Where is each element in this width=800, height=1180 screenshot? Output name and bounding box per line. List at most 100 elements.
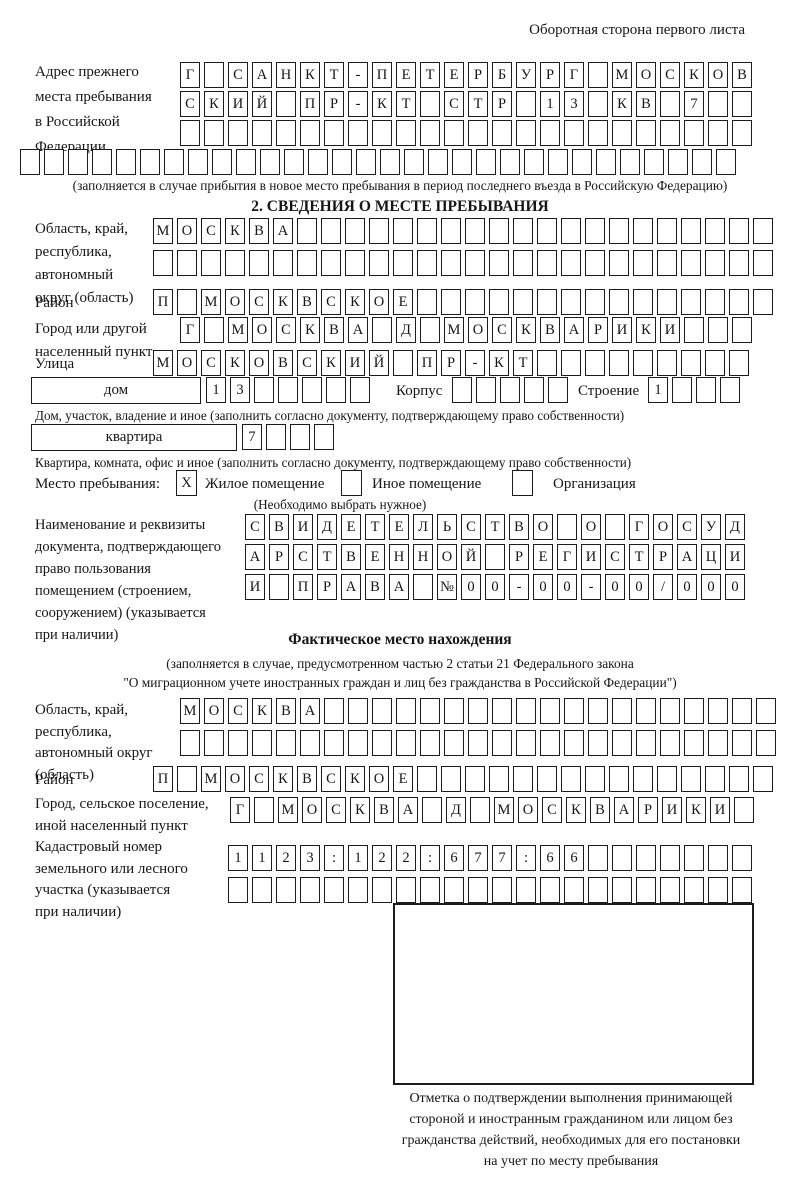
actual-oblast-label-line: автономный округ (35, 745, 153, 761)
char-cell: А (398, 797, 418, 823)
char-cell: 2 (396, 845, 416, 871)
char-cell (705, 766, 725, 792)
char-cell: О (518, 797, 538, 823)
char-cell (417, 250, 437, 276)
char-cell: Д (317, 514, 337, 540)
char-cell (644, 149, 664, 175)
char-cell (605, 514, 625, 540)
char-cell (380, 149, 400, 175)
char-cell: Р (638, 797, 658, 823)
char-cell (300, 120, 320, 146)
char-cell (684, 317, 704, 343)
char-cell: М (444, 317, 464, 343)
char-cell: П (372, 62, 392, 88)
char-cell: О (252, 317, 272, 343)
char-cell (417, 289, 437, 315)
oblast-label-line: республика, (35, 244, 112, 260)
char-cell (324, 120, 344, 146)
char-cell: Б (492, 62, 512, 88)
char-cell: С (180, 91, 200, 117)
char-cell: 1 (228, 845, 248, 871)
char-cell (332, 149, 352, 175)
char-cell: Ц (701, 544, 721, 570)
char-cell: А (564, 317, 584, 343)
char-cell: Р (540, 62, 560, 88)
char-cell: Г (230, 797, 250, 823)
char-cell: К (636, 317, 656, 343)
checkbox-organizatsiya (512, 470, 533, 496)
char-cell: С (321, 766, 341, 792)
char-cell (657, 350, 677, 376)
char-cell (369, 250, 389, 276)
char-cell (441, 250, 461, 276)
char-cell: 7 (468, 845, 488, 871)
cadastre-label-line: земельного или лесного (35, 860, 188, 877)
char-cell (588, 877, 608, 903)
char-cell: И (293, 514, 313, 540)
actual-oblast-label-line: (область) (35, 766, 94, 783)
char-cell: С (228, 698, 248, 724)
char-cell (692, 149, 712, 175)
char-cell (290, 424, 310, 450)
char-cell (729, 350, 749, 376)
stay-type-label: Место пребывания: (35, 476, 160, 492)
char-cell: С (677, 514, 697, 540)
prev-address-row-4 (20, 149, 736, 175)
char-cell (177, 289, 197, 315)
char-cell (444, 698, 464, 724)
char-cell (204, 120, 224, 146)
char-cell: : (324, 845, 344, 871)
char-cell (561, 289, 581, 315)
char-cell (468, 120, 488, 146)
char-cell (324, 698, 344, 724)
prev-address-note: (заполняется в случае прибытия в новое м… (72, 178, 728, 193)
char-cell (417, 766, 437, 792)
char-cell: Г (629, 514, 649, 540)
char-cell (660, 845, 680, 871)
char-cell (708, 730, 728, 756)
char-cell: Р (468, 62, 488, 88)
char-cell (345, 218, 365, 244)
char-cell: К (273, 289, 293, 315)
char-cell (284, 149, 304, 175)
checkbox-inoe-pomeshchenie (341, 470, 362, 496)
char-cell (188, 149, 208, 175)
char-cell (228, 877, 248, 903)
char-cell: М (180, 698, 200, 724)
char-cell: : (516, 845, 536, 871)
stroenie-label: Строение (578, 383, 640, 399)
char-cell (681, 218, 701, 244)
char-cell (269, 574, 289, 600)
char-cell (681, 766, 701, 792)
char-cell: Л (413, 514, 433, 540)
char-cell (636, 845, 656, 871)
char-cell (684, 120, 704, 146)
char-cell: В (273, 350, 293, 376)
char-cell: 7 (684, 91, 704, 117)
char-cell: 3 (564, 91, 584, 117)
char-cell (492, 877, 512, 903)
char-cell (441, 766, 461, 792)
char-cell: М (228, 317, 248, 343)
char-cell: 0 (725, 574, 745, 600)
char-cell (326, 377, 346, 403)
char-cell (500, 149, 520, 175)
actual-city-label-line: иной населенный пункт (35, 817, 188, 834)
char-cell: А (252, 62, 272, 88)
char-cell: 1 (540, 91, 560, 117)
char-cell: Р (269, 544, 289, 570)
city-label-line: Город или другой (35, 321, 147, 337)
char-cell (756, 730, 776, 756)
prev-address-label-line: в Российской (35, 114, 120, 130)
char-cell: С (492, 317, 512, 343)
option-zhiloe-pomeshchenie: Жилое помещение (205, 476, 325, 492)
char-cell (180, 730, 200, 756)
char-cell: А (300, 698, 320, 724)
char-cell (297, 250, 317, 276)
char-cell: С (293, 544, 313, 570)
